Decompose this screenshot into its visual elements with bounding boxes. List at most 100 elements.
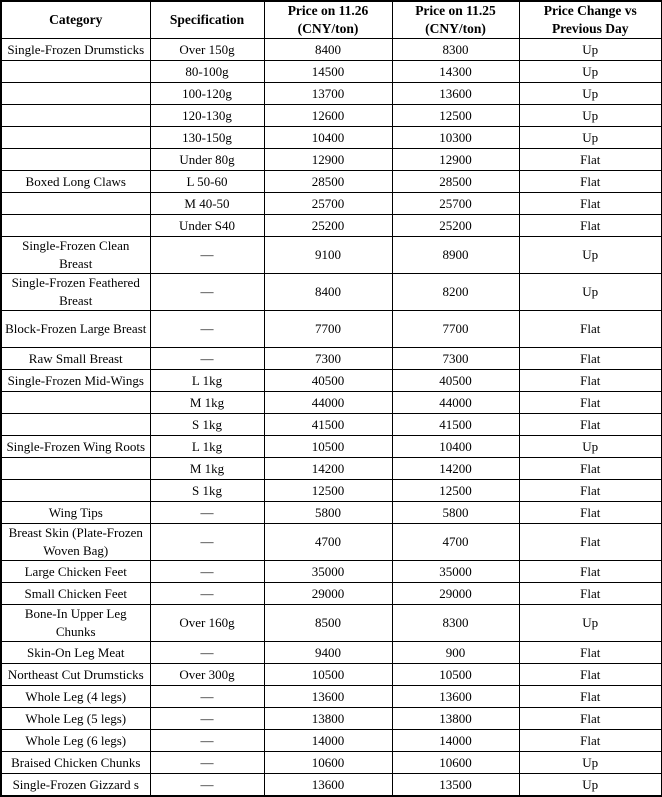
specification-cell: Over 300g [149, 663, 265, 686]
price-1126-cell: 12900 [263, 148, 393, 171]
table-row: M 40-50 25700 25700 Flat [0, 192, 662, 215]
table-row: Braised Chicken Chunks —10600 10600 Up [0, 751, 662, 774]
price-1125-cell: 10500 [391, 663, 520, 686]
category-cell: Whole Leg (6 legs) [0, 729, 151, 752]
price-1125-cell: 13600 [391, 82, 520, 105]
category-cell: Single-Frozen Feathered Breast [0, 273, 151, 311]
price-1126-cell: 40500 [263, 369, 393, 392]
price-1125-cell: 28500 [391, 170, 520, 193]
price-change-cell: Flat [518, 582, 662, 605]
specification-cell: Under 80g [149, 148, 265, 171]
price-change-cell: Flat [518, 170, 662, 193]
category-cell [0, 457, 151, 480]
specification-cell: — [149, 310, 265, 348]
price-1126-cell: 41500 [263, 413, 393, 436]
category-cell: Breast Skin (Plate-Frozen Woven Bag) [0, 523, 151, 561]
price-change-cell: Up [518, 236, 662, 274]
price-1125-cell: 14200 [391, 457, 520, 480]
price-change-cell: Flat [518, 413, 662, 436]
table-row: 120-130g 12600 12500 Up [0, 104, 662, 127]
specification-cell: 120-130g [149, 104, 265, 127]
price-1126-cell: 4700 [263, 523, 393, 561]
specification-cell: 130-150g [149, 126, 265, 149]
price-change-cell: Up [518, 604, 662, 642]
specification-cell: L 1kg [149, 369, 265, 392]
specification-cell: S 1kg [149, 413, 265, 436]
price-1126-cell: 10500 [263, 663, 393, 686]
price-1125-cell: 13500 [391, 773, 520, 797]
specification-cell: — [149, 641, 265, 664]
price-1126-cell: 35000 [263, 560, 393, 583]
price-1126-cell: 9100 [263, 236, 393, 274]
specification-cell: — [149, 685, 265, 708]
category-cell [0, 192, 151, 215]
price-1126-cell: 13600 [263, 773, 393, 797]
price-1125-cell: 10300 [391, 126, 520, 149]
price-change-cell: Flat [518, 685, 662, 708]
price-1126-cell: 7300 [263, 347, 393, 370]
price-1125-cell: 35000 [391, 560, 520, 583]
price-1125-cell: 12900 [391, 148, 520, 171]
specification-cell: — [149, 582, 265, 605]
category-cell: Single-Frozen Drumsticks [0, 38, 151, 61]
price-1126-cell: 29000 [263, 582, 393, 605]
header-row: Category Specification Price on 11.26 (C… [0, 0, 662, 39]
specification-cell: L 1kg [149, 435, 265, 458]
specification-cell: — [149, 523, 265, 561]
category-cell [0, 126, 151, 149]
price-change-cell: Flat [518, 391, 662, 414]
table-row: Single-Frozen Clean Breast —9100 8900 Up [0, 236, 662, 274]
header-specification: Specification [149, 0, 265, 39]
table-row: Single-Frozen Gizzard s —13600 13500 Up [0, 773, 662, 797]
price-change-cell: Flat [518, 523, 662, 561]
header-price-1125: Price on 11.25 (CNY/ton) [391, 0, 520, 39]
specification-cell: — [149, 236, 265, 274]
specification-cell: — [149, 707, 265, 730]
price-change-cell: Up [518, 38, 662, 61]
price-1126-cell: 7700 [263, 310, 393, 348]
category-cell: Large Chicken Feet [0, 560, 151, 583]
price-change-cell: Flat [518, 457, 662, 480]
price-1125-cell: 4700 [391, 523, 520, 561]
price-1125-cell: 7300 [391, 347, 520, 370]
price-1126-cell: 25700 [263, 192, 393, 215]
category-cell: Boxed Long Claws [0, 170, 151, 193]
price-1125-cell: 7700 [391, 310, 520, 348]
category-cell: Bone-In Upper Leg Chunks [0, 604, 151, 642]
category-cell: Whole Leg (4 legs) [0, 685, 151, 708]
header-price-1126: Price on 11.26 (CNY/ton) [263, 0, 393, 39]
table-row: Under 80g 12900 12900 Flat [0, 148, 662, 171]
table-row: Single-Frozen Feathered Breast —8400 8200 U… [0, 273, 662, 311]
price-1125-cell: 8300 [391, 604, 520, 642]
specification-cell: M 40-50 [149, 192, 265, 215]
specification-cell: — [149, 729, 265, 752]
price-1125-cell: 5800 [391, 501, 520, 524]
category-cell: Wing Tips [0, 501, 151, 524]
price-1125-cell: 13600 [391, 685, 520, 708]
price-1126-cell: 13600 [263, 685, 393, 708]
price-1126-cell: 12500 [263, 479, 393, 502]
specification-cell: Over 150g [149, 38, 265, 61]
specification-cell: 100-120g [149, 82, 265, 105]
price-change-cell: Up [518, 435, 662, 458]
table-row: Bone-In Upper Leg Chunks Over 160g 8500 830… [0, 604, 662, 642]
category-cell [0, 479, 151, 502]
table-row: Wing Tips —5800 5800 Flat [0, 501, 662, 524]
table-row: Small Chicken Feet —29000 29000 Flat [0, 582, 662, 605]
price-1125-cell: 14000 [391, 729, 520, 752]
category-cell: Single-Frozen Gizzard s [0, 773, 151, 797]
category-cell [0, 104, 151, 127]
price-1126-cell: 14000 [263, 729, 393, 752]
table-row: S 1kg 12500 12500 Flat [0, 479, 662, 502]
table-row: Boxed Long Claws L 50-60 28500 28500 Flat [0, 170, 662, 193]
price-change-cell: Up [518, 104, 662, 127]
specification-cell: — [149, 773, 265, 797]
table-row: 100-120g 13700 13600 Up [0, 82, 662, 105]
table-row: 130-150g 10400 10300 Up [0, 126, 662, 149]
table-row: Skin-On Leg Meat —9400 900 Flat [0, 641, 662, 664]
price-1125-cell: 44000 [391, 391, 520, 414]
price-1125-cell: 25200 [391, 214, 520, 237]
category-cell: Single-Frozen Mid-Wings [0, 369, 151, 392]
price-change-cell: Flat [518, 641, 662, 664]
